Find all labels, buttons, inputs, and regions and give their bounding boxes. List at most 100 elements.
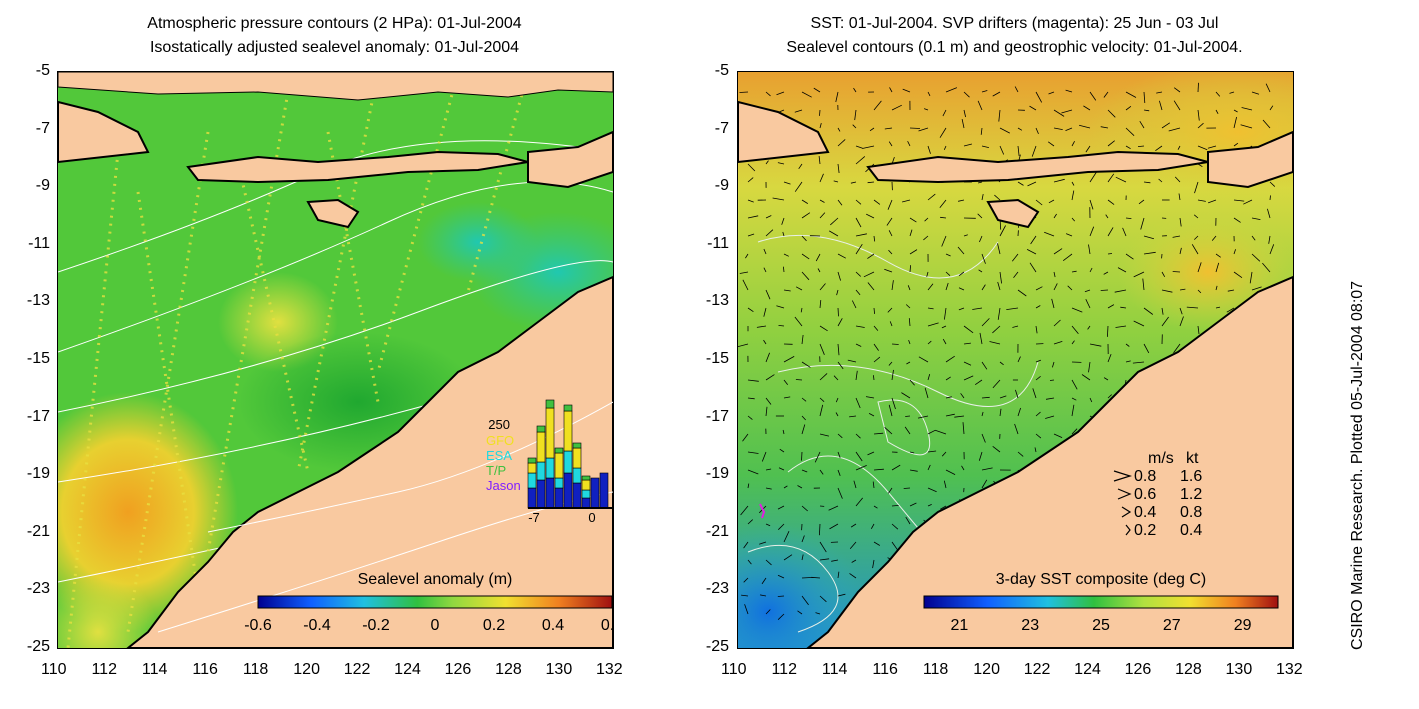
velocity-vector [945, 282, 949, 291]
velocity-vector [1071, 181, 1075, 186]
velocity-vector [1115, 176, 1127, 183]
velocity-legend-kt: 0.4 [1180, 522, 1202, 539]
velocity-vector [776, 91, 785, 96]
velocity-vector [783, 554, 793, 561]
sla-low-region-2 [418, 202, 538, 282]
velocity-vector [801, 469, 808, 473]
latitude-tick-label: -25 [705, 638, 729, 655]
latitude-tick-label: -13 [705, 292, 729, 310]
velocity-vector [1014, 86, 1019, 93]
inset-legend-entry: T/P [486, 463, 506, 478]
velocity-vector [765, 406, 768, 417]
velocity-vector [1017, 407, 1021, 417]
velocity-legend-rows: 0.8 1.60.6 1.20.4 0.80.2 0.4 [1113, 468, 1202, 539]
velocity-vector [1065, 89, 1073, 93]
velocity-vector [958, 271, 965, 277]
velocity-vector [974, 379, 983, 386]
velocity-vector [756, 325, 767, 328]
velocity-vector [1143, 343, 1150, 354]
velocity-vector [866, 213, 875, 219]
velocity-vector [833, 375, 839, 381]
velocity-vector [747, 177, 754, 183]
left-title-line2: Isostatically adjusted sealevel anomaly:… [149, 39, 520, 56]
velocity-vector [905, 415, 911, 417]
velocity-vector [1100, 289, 1109, 291]
velocity-legend-ms: 0.8 [1134, 468, 1156, 485]
velocity-vector [765, 609, 771, 615]
velocity-vector [853, 480, 857, 489]
velocity-vector [850, 181, 857, 184]
velocity-vector [918, 127, 929, 132]
velocity-vector [747, 199, 754, 203]
velocity-vector [801, 554, 804, 561]
velocity-vector [1071, 379, 1078, 390]
velocity-vector [873, 307, 875, 314]
velocity-vector [1017, 356, 1021, 363]
velocity-vector [1071, 307, 1083, 313]
velocity-vector [981, 90, 988, 93]
velocity-vector [1161, 122, 1171, 129]
velocity-vector [887, 199, 893, 210]
velocity-vector [1053, 319, 1061, 327]
velocity-vector [1122, 227, 1127, 237]
velocity-vector [1179, 307, 1183, 315]
velocity-vector [1161, 307, 1164, 315]
velocity-vector [1053, 127, 1063, 130]
velocity-vector [901, 392, 911, 399]
velocity-vector [909, 249, 918, 255]
sumba-island [986, 198, 1040, 229]
java-land [58, 100, 150, 164]
velocity-vector [1240, 124, 1253, 129]
velocity-vector [945, 271, 951, 276]
sla-colorbar-tick: 0.2 [483, 617, 505, 634]
velocity-legend-kt: 1.6 [1180, 468, 1202, 485]
velocity-vector [981, 411, 984, 417]
velocity-vector [961, 119, 965, 129]
longitude-tick-label: 112 [771, 661, 797, 678]
velocity-vector [980, 127, 983, 135]
velocity-vector [855, 243, 863, 255]
velocity-vector [872, 481, 875, 489]
velocity-vector [981, 467, 993, 471]
velocity-vector [747, 163, 756, 172]
inset-ticks: -7 0 3 [528, 510, 613, 525]
velocity-vector [783, 181, 791, 185]
inset-bar [581, 479, 591, 491]
velocity-vector [1107, 173, 1115, 183]
velocity-vector [765, 374, 775, 381]
velocity-vector [873, 343, 879, 351]
velocity-vector [781, 217, 785, 225]
velocity-vector [909, 451, 915, 454]
inset-x-tick: -7 [528, 510, 540, 525]
velocity-vector [801, 415, 806, 421]
velocity-vector [1117, 267, 1127, 273]
velocity-vector [867, 181, 875, 184]
velocity-vector [943, 145, 947, 150]
velocity-vector [776, 305, 785, 309]
velocity-vector [927, 504, 932, 507]
velocity-vector [761, 577, 767, 585]
sst-colorbar-tick: 27 [1163, 617, 1181, 634]
velocity-vector [945, 376, 951, 381]
velocity-vector [795, 286, 803, 291]
sla-colorbar-tick: 0.6 [601, 617, 613, 634]
sst-cool-region [738, 522, 868, 648]
velocity-vector [1233, 271, 1243, 279]
inset-bar [572, 467, 582, 484]
velocity-vector [1048, 199, 1055, 204]
velocity-vector [1197, 262, 1202, 273]
latitude-tick-label: -13 [26, 292, 50, 310]
velocity-vector [743, 577, 749, 583]
velocity-vector [819, 397, 825, 402]
velocity-vector [1071, 325, 1079, 334]
velocity-vector [1233, 116, 1237, 129]
longitude-tick-label: 112 [91, 661, 117, 678]
velocity-vector [747, 415, 753, 420]
velocity-vector [855, 217, 862, 228]
velocity-vector [909, 469, 918, 472]
velocity-vector [811, 576, 821, 579]
velocity-vector [747, 307, 754, 313]
sla-colorbar-tick: -0.2 [362, 617, 390, 634]
sla-colorbar-tick: -0.6 [244, 617, 272, 634]
velocity-vector [1053, 271, 1056, 278]
